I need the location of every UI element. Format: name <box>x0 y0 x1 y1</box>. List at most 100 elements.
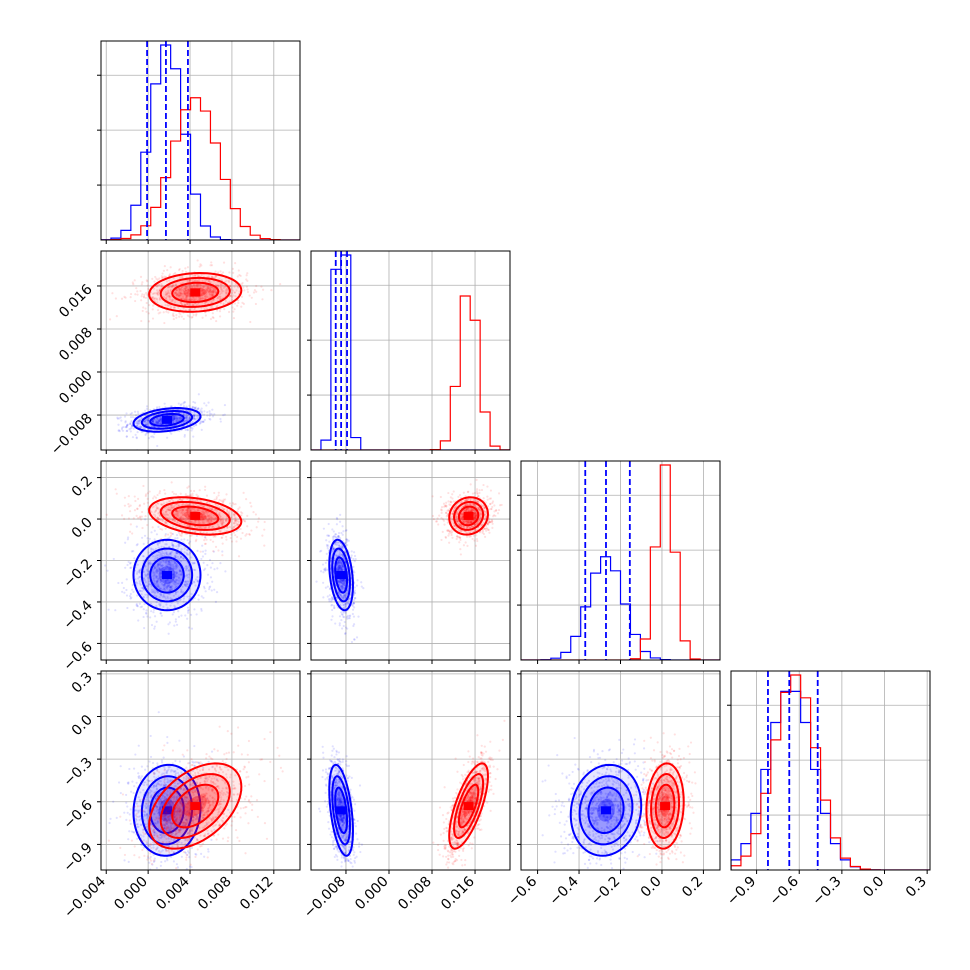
scatter-point <box>159 311 162 314</box>
scatter-point <box>160 565 163 568</box>
scatter-point <box>324 569 327 572</box>
scatter-point <box>202 585 206 588</box>
scatter-point <box>168 582 171 585</box>
scatter-point <box>234 518 238 522</box>
scatter-point <box>189 510 192 513</box>
scatter-point <box>353 638 356 641</box>
scatter-point <box>201 517 204 520</box>
scatter-point <box>179 416 182 419</box>
scatter-point <box>183 551 186 554</box>
scatter-point <box>156 562 160 566</box>
scatter-point <box>150 435 153 438</box>
scatter-point <box>158 418 161 421</box>
scatter-point <box>194 414 197 417</box>
scatter-point <box>217 525 221 528</box>
density-contour <box>148 496 243 536</box>
scatter-point <box>175 514 178 517</box>
scatter-point <box>174 519 177 523</box>
scatter-point <box>169 565 172 568</box>
scatter-point <box>136 543 139 546</box>
scatter-point <box>197 407 200 410</box>
density-contour <box>159 276 231 308</box>
scatter-point <box>201 279 204 282</box>
scatter-point <box>144 433 147 437</box>
scatter-point <box>175 564 178 567</box>
scatter-point <box>158 514 161 517</box>
scatter-point <box>225 517 228 520</box>
scatter-point <box>152 575 155 578</box>
scatter-point <box>168 279 171 282</box>
scatter-point <box>142 615 145 619</box>
scatter-point <box>171 503 174 507</box>
scatter-point <box>167 291 170 295</box>
scatter-point <box>242 518 245 521</box>
scatter-point <box>182 503 185 506</box>
scatter-point <box>174 493 178 496</box>
scatter-point <box>202 596 205 599</box>
scatter-point <box>218 530 221 533</box>
scatter-point <box>148 304 151 307</box>
scatter-point <box>196 259 199 262</box>
scatter-point <box>154 566 157 569</box>
scatter-point <box>192 416 196 420</box>
scatter-point <box>201 550 205 553</box>
scatter-point <box>155 584 158 587</box>
scatter-point <box>159 562 162 565</box>
scatter-point <box>209 418 212 421</box>
scatter-point <box>209 538 212 541</box>
scatter-point <box>236 286 240 289</box>
scatter-point <box>208 279 211 282</box>
scatter-point <box>107 608 110 611</box>
scatter-point <box>159 587 163 590</box>
scatter-point <box>185 565 188 568</box>
scatter-point <box>172 306 175 309</box>
scatter-point <box>339 513 342 516</box>
histogram-series-1 <box>101 97 300 240</box>
scatter-point <box>172 277 175 280</box>
scatter-point <box>183 292 187 295</box>
scatter-point <box>155 568 159 571</box>
scatter-point <box>190 279 194 283</box>
scatter-point <box>357 615 360 618</box>
scatter-point <box>459 538 462 542</box>
scatter-point <box>218 292 222 296</box>
scatter-point <box>216 297 219 300</box>
scatter-point <box>179 292 182 295</box>
scatter-point <box>195 493 198 496</box>
scatter-point <box>221 517 224 520</box>
scatter-point <box>206 582 209 585</box>
scatter-point <box>339 580 343 584</box>
scatter-point <box>167 560 170 563</box>
scatter-point <box>141 555 145 558</box>
scatter-point <box>166 583 169 586</box>
scatter-point <box>159 527 162 531</box>
scatter-point <box>137 412 140 415</box>
scatter-point <box>167 508 171 511</box>
scatter-point <box>187 298 191 302</box>
scatter-point <box>344 591 347 595</box>
scatter-point <box>174 591 177 594</box>
scatter-point <box>175 572 178 576</box>
scatter-point <box>178 429 181 432</box>
density-contour <box>149 412 185 427</box>
scatter-point <box>325 539 328 542</box>
scatter-point <box>339 561 342 564</box>
scatter-point <box>194 568 197 572</box>
scatter-point <box>126 423 130 426</box>
scatter-point <box>158 418 161 421</box>
scatter-point <box>192 414 196 417</box>
scatter-point <box>179 293 182 297</box>
scatter-point <box>342 578 345 582</box>
scatter-point <box>168 564 172 567</box>
scatter-point <box>156 580 159 583</box>
scatter-point <box>204 552 207 555</box>
scatter-point <box>244 534 247 537</box>
scatter-point <box>188 515 191 518</box>
scatter-point <box>169 509 172 512</box>
scatter-point <box>188 514 191 518</box>
scatter-point <box>172 415 175 418</box>
scatter-point <box>482 483 485 487</box>
scatter-point <box>173 505 176 508</box>
scatter-point <box>145 405 149 408</box>
scatter-point <box>243 519 246 523</box>
